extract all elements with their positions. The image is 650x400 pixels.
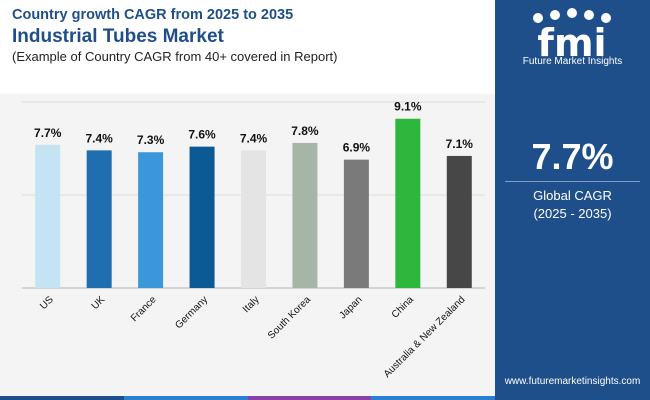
global-cagr-value: 7.7%	[531, 136, 614, 177]
bar-south-korea	[292, 142, 318, 288]
global-cagr-label: Global CAGR (2025 - 2035)	[495, 187, 650, 223]
accent-segment-3	[247, 396, 372, 400]
data-label: 7.7%	[34, 126, 62, 140]
bar-china	[395, 118, 421, 289]
data-label: 7.4%	[240, 131, 268, 145]
header: Country growth CAGR from 2025 to 2035 In…	[12, 6, 492, 66]
x-tick-label: Japan	[337, 294, 364, 321]
data-label: 6.9%	[343, 141, 371, 155]
bar-france	[138, 152, 164, 288]
bar-australia-new-zealand	[446, 155, 472, 288]
bottom-accent-bar	[0, 396, 495, 400]
fmi-logo-icon: fmi	[533, 8, 611, 65]
data-label: 7.1%	[446, 137, 474, 151]
x-tick-label: Italy	[241, 294, 262, 315]
data-label: 9.1%	[394, 100, 422, 114]
chart-area: 7.7% US 7.4% UK 7.3% France 7.6% Germany 7.4% Ita…	[0, 94, 495, 400]
x-tick-label: South Korea	[266, 294, 313, 341]
x-tick-label: Germany	[173, 294, 210, 331]
bar-uk	[86, 150, 112, 288]
data-label: 7.8%	[291, 124, 319, 138]
bar-us	[35, 144, 61, 288]
bar-japan	[343, 159, 369, 288]
accent-segment-1	[0, 396, 124, 400]
sidebar: fmi Future Market Insights 7.7% Global C…	[495, 0, 650, 400]
x-tick-label: US	[38, 294, 56, 312]
x-tick-label: France	[129, 294, 159, 324]
data-label: 7.6%	[188, 128, 216, 142]
logo-subtitle: Future Market Insights	[522, 56, 623, 67]
bar-italy	[241, 150, 266, 288]
bar-chart: 7.7% US 7.4% UK 7.3% France 7.6% Germany 7.4% Ita…	[22, 100, 485, 380]
data-label: 7.3%	[137, 133, 165, 147]
x-tick-label: China	[390, 294, 417, 321]
bar-germany	[189, 146, 215, 288]
accent-segment-4	[371, 396, 495, 400]
accent-segment-2	[123, 396, 248, 400]
website-link[interactable]: www.futuremarketinsights.com	[504, 376, 641, 387]
data-label: 7.4%	[85, 131, 113, 145]
logo-text: fmi	[537, 21, 606, 65]
global-cagr-label-line1: Global CAGR	[533, 188, 612, 203]
chart-title: Industrial Tubes Market	[12, 26, 224, 47]
chart-note: (Example of Country CAGR from 40+ covere…	[12, 49, 338, 64]
global-cagr-label-line2: (2025 - 2035)	[533, 206, 612, 221]
divider	[505, 181, 640, 182]
x-tick-label: UK	[90, 294, 108, 312]
chart-subtitle: Country growth CAGR from 2025 to 2035	[12, 7, 294, 23]
